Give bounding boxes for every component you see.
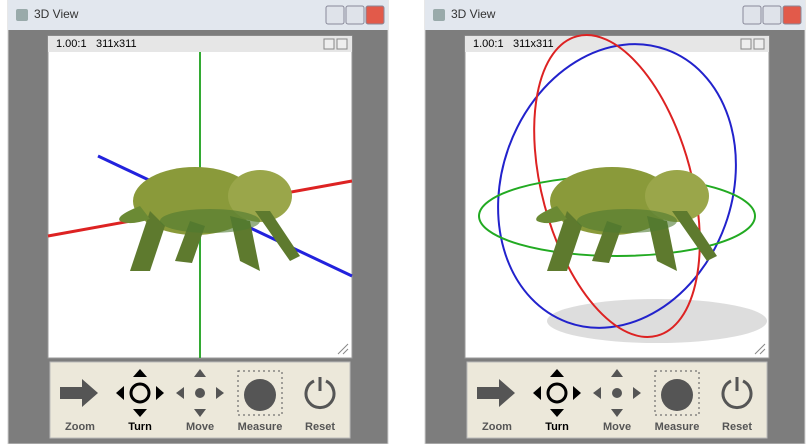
- viewport-btn[interactable]: [337, 39, 347, 49]
- tool-label: Move: [186, 421, 214, 433]
- app-icon: [433, 9, 445, 21]
- info-bar: [48, 36, 352, 52]
- tool-label: Measure: [238, 421, 283, 433]
- minimize-button[interactable]: [326, 6, 344, 24]
- zoom-scale: 1.00:1: [56, 38, 87, 50]
- tool-label: Turn: [545, 421, 569, 433]
- measure-icon: [244, 379, 276, 411]
- viewport-size: 311x311: [513, 38, 554, 50]
- window-title: 3D View: [34, 7, 79, 21]
- close-button[interactable]: [366, 6, 384, 24]
- close-button[interactable]: [783, 6, 801, 24]
- maximize-button[interactable]: [346, 6, 364, 24]
- tool-label: Turn: [128, 421, 152, 433]
- window-title: 3D View: [451, 7, 496, 21]
- info-bar: [465, 36, 769, 52]
- tool-label: Zoom: [65, 421, 95, 433]
- window: 3D View 1.00:1 311x311 Zoom Turn Move Measure R…: [8, 0, 388, 444]
- move-icon: [195, 388, 205, 398]
- move-icon: [612, 388, 622, 398]
- zoom-scale: 1.00:1: [473, 38, 504, 50]
- viewport-size: 311x311: [96, 38, 137, 50]
- viewport-btn[interactable]: [324, 39, 334, 49]
- model-shade: [577, 209, 677, 233]
- minimize-button[interactable]: [743, 6, 761, 24]
- viewport-btn[interactable]: [741, 39, 751, 49]
- tool-label: Move: [603, 421, 631, 433]
- screen: 3D View 1.00:1 311x311 Zoom Turn Move Measure R…: [0, 0, 809, 444]
- model-shade: [160, 209, 260, 233]
- tool-label: Zoom: [482, 421, 512, 433]
- tool-label: Reset: [305, 421, 335, 433]
- measure-icon: [661, 379, 693, 411]
- tool-label: Measure: [655, 421, 700, 433]
- window: 3D View 1.00:1 311x311 Zoom Turn Move Measure R…: [425, 0, 805, 444]
- app-icon: [16, 9, 28, 21]
- maximize-button[interactable]: [763, 6, 781, 24]
- viewport-btn[interactable]: [754, 39, 764, 49]
- tool-label: Reset: [722, 421, 752, 433]
